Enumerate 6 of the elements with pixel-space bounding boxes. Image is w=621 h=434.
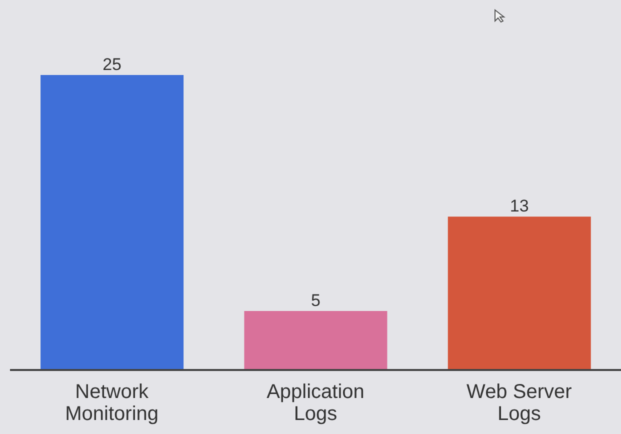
- data-label: 25: [102, 55, 122, 74]
- x-tick-label: Network Monitoring: [65, 381, 159, 425]
- data-label: 5: [310, 291, 320, 310]
- x-tick-label: Application Logs: [266, 381, 364, 425]
- data-label: 13: [510, 196, 529, 216]
- x-tick-label: Web Server Logs: [466, 381, 572, 425]
